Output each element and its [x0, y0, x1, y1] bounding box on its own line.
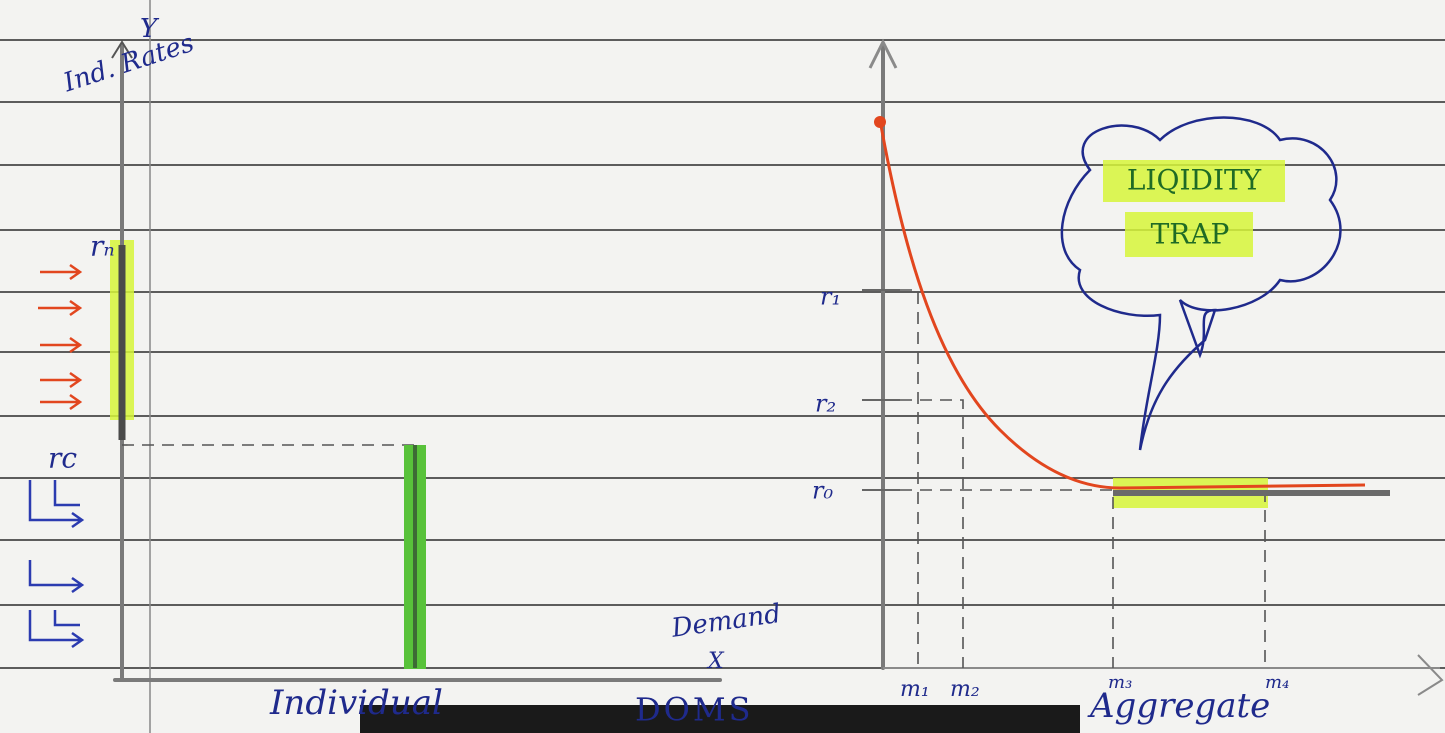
arrow-head — [868, 38, 898, 69]
money-label: m₄ — [1265, 672, 1289, 693]
money-label: m₁ — [900, 677, 930, 702]
callout: TRAP — [1151, 218, 1230, 251]
arrow-head — [111, 40, 133, 59]
y-label: Y — [140, 14, 160, 44]
brand: DOMS — [635, 691, 754, 729]
money-label: m₂ — [950, 677, 980, 702]
red-arrows — [38, 263, 83, 411]
money-label: m₃ — [1108, 672, 1132, 693]
blue-arrows — [28, 480, 85, 649]
curve-start — [874, 116, 886, 128]
caption: Individual — [269, 683, 443, 723]
callout-highlight — [1103, 160, 1285, 202]
rate-label: r₂ — [815, 390, 836, 418]
dashed-guides — [900, 289, 1266, 668]
aggregate-panel: LIQIDITY TRAP r₁ r₂ r₀ m₁ m₂ m₃ m₄ Aggre… — [812, 38, 1444, 726]
bottom-binding — [360, 705, 1080, 733]
caption: Aggregate — [1087, 686, 1270, 726]
rate-label: r₁ — [820, 283, 841, 311]
liquidity-curve — [878, 119, 1366, 490]
rate-label: rc — [48, 442, 77, 475]
rate-label: r₀ — [812, 477, 833, 505]
thought-cloud — [1060, 116, 1342, 451]
callout: LIQIDITY — [1127, 164, 1262, 197]
x-label: X — [706, 649, 725, 674]
rate-label: rₙ — [90, 230, 115, 263]
callout-highlight — [1125, 212, 1253, 257]
arrow-head — [1417, 654, 1444, 696]
ticks — [862, 289, 900, 491]
